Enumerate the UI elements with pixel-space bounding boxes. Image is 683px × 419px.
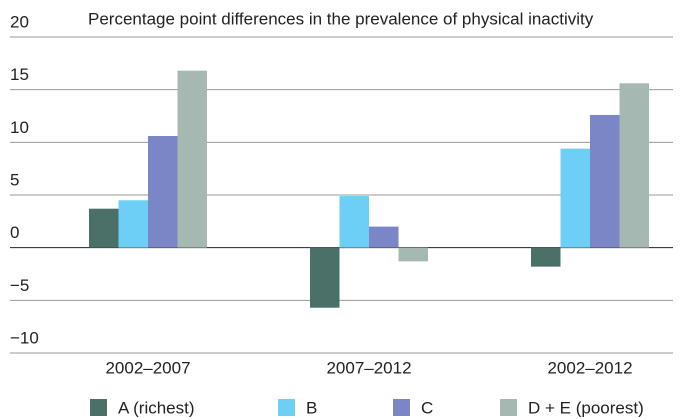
legend-label: B bbox=[306, 398, 317, 417]
legend-label: C bbox=[421, 398, 433, 417]
bar bbox=[310, 247, 340, 308]
bar bbox=[339, 196, 369, 248]
bar bbox=[590, 114, 620, 248]
bar bbox=[89, 208, 119, 248]
x-tick-label: 2002–2007 bbox=[105, 358, 190, 377]
bar bbox=[369, 226, 399, 248]
legend-swatch bbox=[90, 399, 107, 416]
bar bbox=[177, 70, 207, 248]
y-tick-label: 0 bbox=[10, 223, 19, 242]
y-tick-label: 5 bbox=[10, 170, 19, 189]
legend-label: D + E (poorest) bbox=[528, 398, 644, 417]
x-tick-label: 2002–2012 bbox=[547, 358, 632, 377]
bar bbox=[148, 136, 178, 248]
x-tick-label: 2007–2012 bbox=[326, 358, 411, 377]
bar bbox=[619, 83, 649, 248]
bar bbox=[118, 200, 148, 248]
legend-swatch bbox=[500, 399, 517, 416]
legend-label: A (richest) bbox=[118, 398, 195, 417]
legend-swatch bbox=[393, 399, 410, 416]
bar bbox=[560, 148, 590, 248]
chart-title: Percentage point differences in the prev… bbox=[88, 9, 594, 28]
bar bbox=[531, 247, 561, 267]
y-tick-label: −10 bbox=[10, 328, 39, 347]
y-tick-label: 15 bbox=[10, 65, 29, 84]
y-tick-label: −5 bbox=[10, 276, 29, 295]
bar bbox=[398, 247, 428, 262]
y-tick-label: 10 bbox=[10, 118, 29, 137]
legend-swatch bbox=[278, 399, 295, 416]
y-tick-label: 20 bbox=[10, 12, 29, 31]
